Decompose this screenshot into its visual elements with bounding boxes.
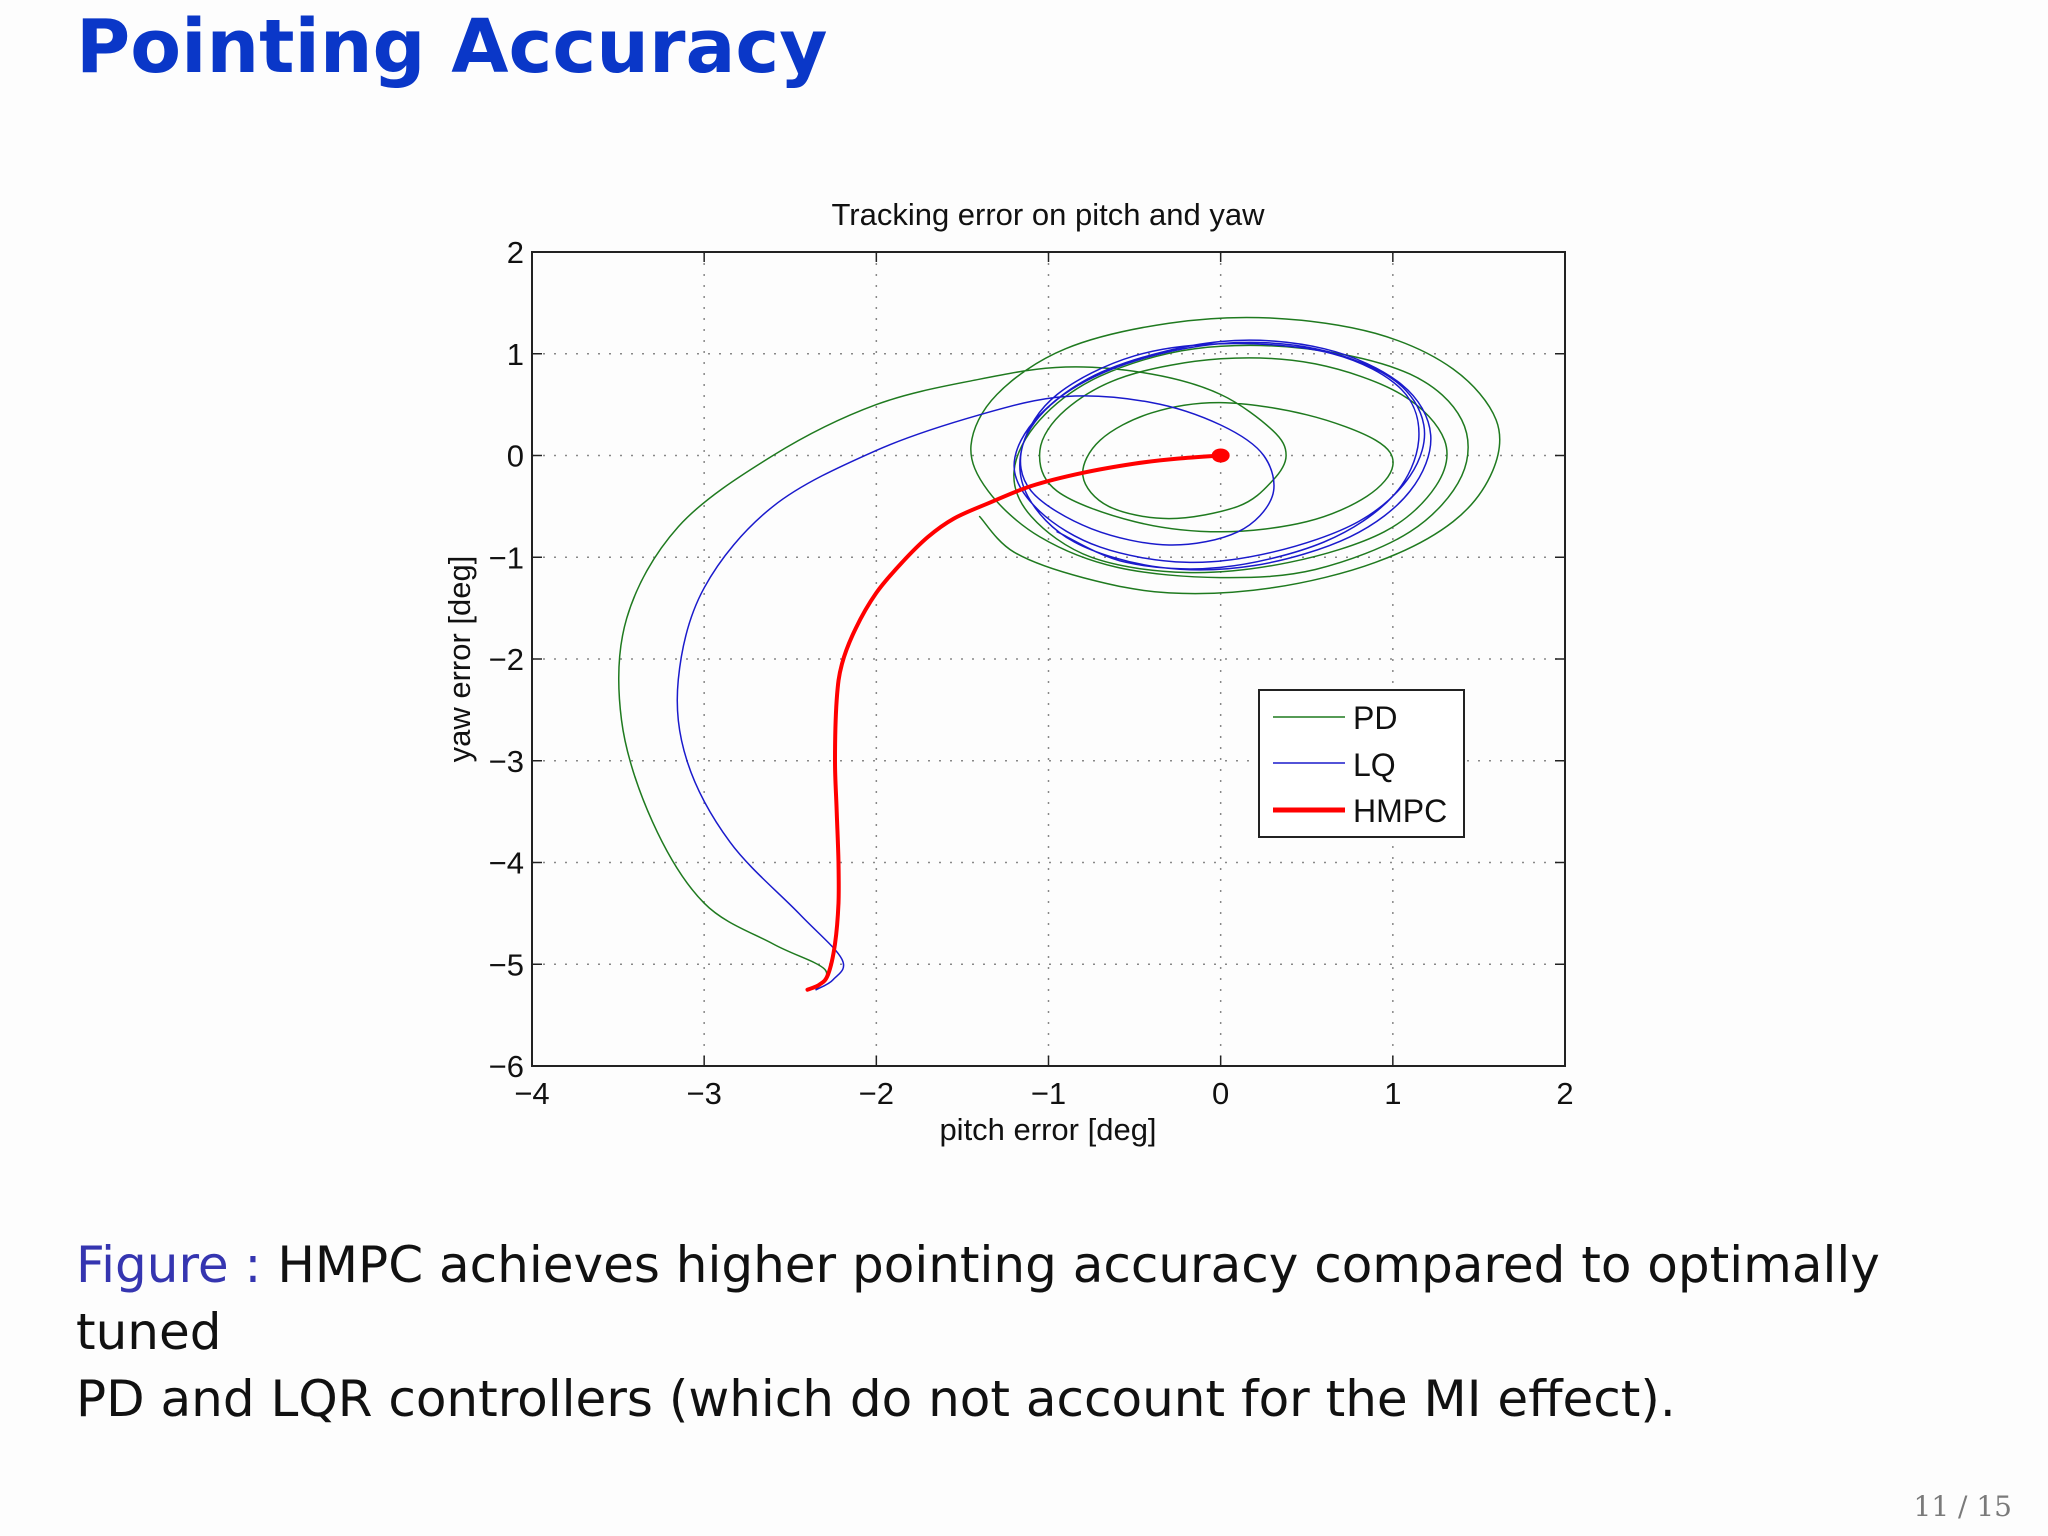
y-tick-label: 2 bbox=[507, 235, 524, 270]
series-hmpc-end-marker bbox=[1211, 448, 1230, 463]
y-tick-label: −5 bbox=[489, 947, 524, 982]
y-tick-label: −3 bbox=[489, 744, 524, 779]
legend-label-lq: LQ bbox=[1353, 747, 1396, 783]
y-tick-label: −4 bbox=[489, 846, 524, 881]
caption-line-1: Figure : HMPC achieves higher pointing a… bbox=[76, 1232, 1976, 1366]
x-tick-label: 0 bbox=[1212, 1076, 1229, 1111]
chart-title: Tracking error on pitch and yaw bbox=[831, 197, 1265, 232]
y-tick-label: −1 bbox=[489, 540, 524, 575]
x-tick-label: −2 bbox=[859, 1076, 894, 1111]
page-number: 11 / 15 bbox=[1913, 1490, 2013, 1523]
series-lq-line bbox=[676, 339, 1432, 991]
x-tick-label: −3 bbox=[686, 1076, 721, 1111]
x-tick-label: −4 bbox=[514, 1076, 549, 1111]
axis-ticks: −4 −3 −2 −1 0 1 2 −6 −5 −4 −3 −2 −1 0 1 2 bbox=[489, 235, 1574, 1111]
grid-lines bbox=[532, 252, 1565, 1066]
caption-text-1: HMPC achieves higher pointing accuracy c… bbox=[76, 1236, 1880, 1361]
x-tick-label: 1 bbox=[1384, 1076, 1401, 1111]
y-tick-label: −2 bbox=[489, 642, 524, 677]
x-axis-label: pitch error [deg] bbox=[939, 1112, 1156, 1147]
legend-label-pd: PD bbox=[1353, 700, 1397, 736]
figure: Tracking error on pitch and yaw −4 −3 −2 −1… bbox=[442, 197, 1574, 1147]
caption-label: Figure : bbox=[76, 1236, 262, 1294]
x-tick-label: 2 bbox=[1556, 1076, 1573, 1111]
y-tick-label: −6 bbox=[489, 1049, 524, 1084]
slide-title: Pointing Accuracy bbox=[76, 4, 828, 90]
y-tick-label: 1 bbox=[507, 337, 524, 372]
series-hmpc-line bbox=[805, 453, 1223, 992]
caption-line-2: PD and LQR controllers (which do not acc… bbox=[76, 1370, 1676, 1428]
figure-caption: Figure : HMPC achieves higher pointing a… bbox=[76, 1232, 1976, 1433]
legend-label-hmpc: HMPC bbox=[1353, 793, 1447, 829]
series-pd-line bbox=[618, 316, 1501, 991]
x-tick-label: −1 bbox=[1031, 1076, 1066, 1111]
series-layer bbox=[618, 316, 1501, 992]
tracking-error-chart: Tracking error on pitch and yaw −4 −3 −2 −1… bbox=[442, 197, 1574, 1147]
y-axis-label: yaw error [deg] bbox=[442, 556, 477, 763]
legend: PD LQ HMPC bbox=[1258, 689, 1465, 838]
y-tick-label: 0 bbox=[507, 439, 524, 474]
